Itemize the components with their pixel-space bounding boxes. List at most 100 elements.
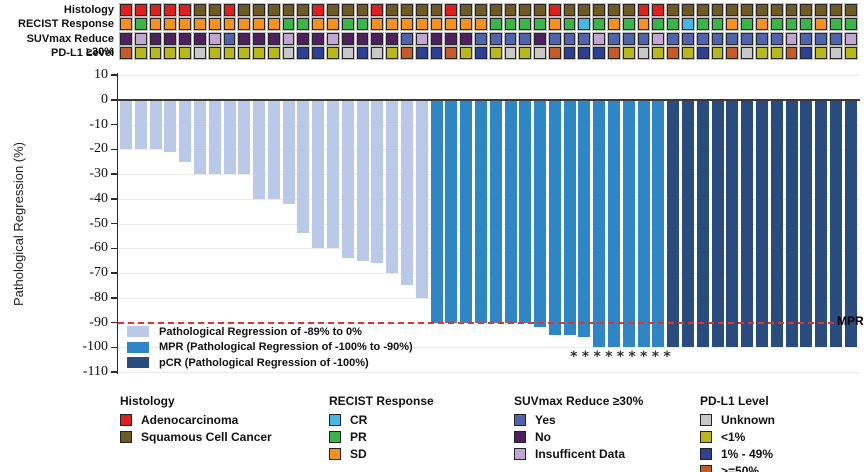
legend-item: CR [329,411,434,428]
annotation-square [356,18,369,31]
annotation-square [164,4,177,16]
waterfall-bar [489,99,502,323]
annotation-square [785,32,798,45]
annotation-square [179,32,191,45]
annotation-square [548,47,561,59]
annotation-square [578,18,591,31]
waterfall-bar [164,99,177,152]
annotation-square [297,4,310,16]
y-axis-tick-label: -60 [89,240,108,256]
annotation-square [489,4,502,16]
annotation-square [504,32,517,45]
annotation-square [519,32,532,45]
annotation-square [179,18,191,31]
waterfall-bar [120,99,132,150]
annotation-square [164,18,177,31]
waterfall-bar [637,99,650,348]
annotation-square [238,47,251,59]
legend-group-suvmax: SUVmax Reduce ≥30% Yes No Insufficent Data [514,394,643,463]
annotation-square [430,18,443,31]
annotation-square [815,32,827,45]
annotation-square [149,18,162,31]
gridline [118,149,860,151]
annotation-square [208,18,221,31]
annotation-square [401,18,413,31]
annotation-square [371,32,384,45]
waterfall-bar [312,99,325,249]
y-axis-tick-mark [111,346,117,348]
annotation-square [193,32,206,45]
waterfall-bar [371,99,384,264]
legend-item: No [514,428,643,445]
chart-legend: Pathological Regression of -89% to 0% MP… [127,324,413,371]
legend-item: 1% - 49% [700,445,775,462]
annotation-square [238,32,251,45]
annotation-square [682,32,694,45]
annotation-square [120,47,132,59]
annotation-square [578,47,591,59]
annotation-square [149,47,162,59]
annotation-square [696,32,709,45]
y-axis-tick-label: -20 [89,141,108,157]
annotation-square [755,32,768,45]
waterfall-bar [563,99,576,335]
annotation-square [726,32,739,45]
waterfall-bar [327,99,340,249]
annotation-square [223,4,236,16]
annotation-square [356,4,369,16]
legend-item-label: Squamous Cell Cancer [141,429,272,444]
annotation-square [667,18,680,31]
annotation-square [696,47,709,59]
waterfall-bar [534,99,547,328]
annotation-square [593,32,606,45]
annotation-square [770,32,783,45]
y-axis-tick-label: -10 [89,116,108,132]
annotation-square [637,32,650,45]
annotation-square [608,4,620,16]
annotation-square [534,47,546,59]
gridline [118,248,860,250]
y-axis-tick-label: -40 [89,190,108,206]
annotation-square [548,32,561,45]
annotation-row-pdl1: PD-L1 Level [0,47,865,60]
legend-swatch-mpr [127,341,149,353]
annotation-square [504,47,517,59]
legend-swatch [700,447,712,460]
annotation-square [327,32,339,45]
waterfall-bar [770,99,783,348]
waterfall-bar [622,99,635,348]
annotation-square [460,47,472,59]
legend-label: pCR (Pathological Regression of -100%) [159,356,369,369]
annotation-square [741,4,753,16]
annotation-square [179,4,191,16]
legend-swatch-pcr [127,357,149,369]
plot-area: MPR * * * * * * * * * Pathological Regression of… [117,75,864,373]
annotation-track-label: PD-L1 Level [51,47,114,60]
annotation-square [534,4,546,16]
asterisk-marker: * [628,349,636,365]
annotation-square [800,4,813,16]
annotation-square [711,18,724,31]
gridline [118,124,860,126]
legend-swatch [700,430,712,443]
waterfall-bar [755,99,768,348]
annotation-square [682,4,694,16]
annotation-square [149,32,162,45]
annotation-square [341,4,354,16]
waterfall-bar [208,99,221,174]
annotation-square [223,18,236,31]
annotation-square [474,18,487,31]
legend-item: Adenocarcinoma [120,411,272,428]
annotation-square [785,18,798,31]
legend-group-histology: Histology Adenocarcinoma Squamous Cell Ca… [120,394,272,445]
annotation-square [800,32,813,45]
legend-item-label: Yes [535,412,556,427]
annotation-square [297,32,310,45]
annotation-square [386,18,399,31]
annotation-square [312,18,325,31]
annotation-square [563,4,576,16]
y-axis-line [116,73,118,374]
annotation-square [445,47,458,59]
legend-swatch [329,413,341,426]
